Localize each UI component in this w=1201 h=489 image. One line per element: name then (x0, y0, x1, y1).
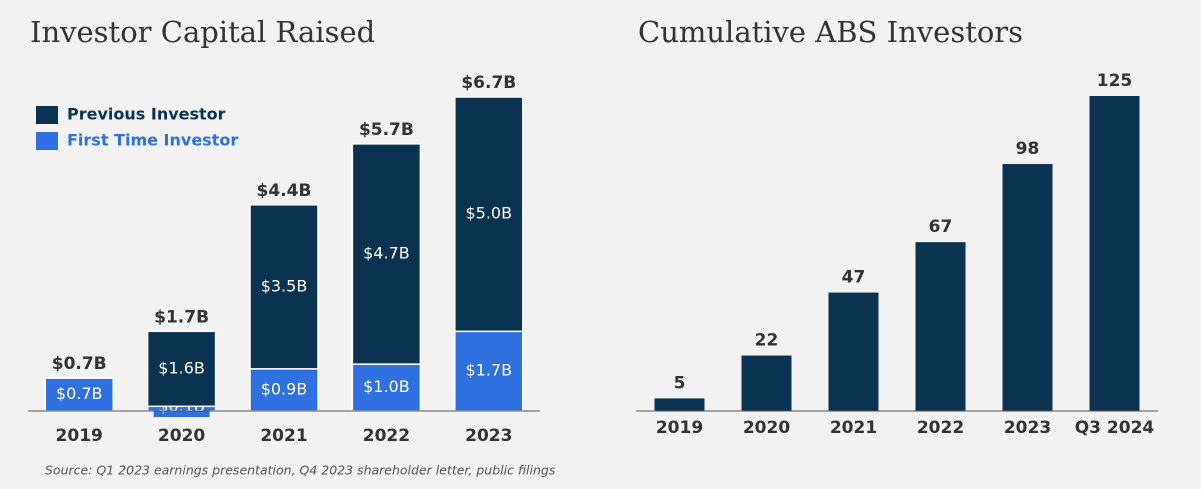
value-label: 67 (929, 217, 953, 237)
value-label: 5 (674, 373, 686, 393)
value-label: 125 (1097, 71, 1133, 91)
value-label: 22 (755, 331, 779, 351)
source-note: Source: Q1 2023 earnings presentation, Q… (45, 463, 556, 478)
value-label: 98 (1016, 139, 1040, 159)
total-label: $0.7B (52, 354, 107, 374)
total-label: $6.7B (461, 73, 516, 93)
legend-label: First Time Investor (67, 131, 238, 150)
value-label: 47 (842, 268, 866, 288)
segment-label: $1.0B (363, 377, 410, 396)
segment-label: $3.5B (261, 276, 308, 295)
bar (1089, 96, 1140, 411)
bar-segment (454, 330, 524, 412)
segment-label: $0.9B (261, 379, 308, 398)
segment-label: $1.7B (465, 361, 512, 380)
bar-segment (351, 143, 422, 365)
bar (1002, 164, 1053, 411)
x-tick-label: 2023 (465, 426, 512, 446)
x-tick-label: 2022 (363, 426, 410, 446)
legend-swatch (36, 132, 58, 150)
bar (654, 398, 705, 411)
x-tick-label: 2023 (1004, 418, 1051, 438)
segment-label: $0.7B (56, 384, 103, 403)
x-tick-label: Q3 2024 (1075, 418, 1155, 438)
chart-title: Cumulative ABS Investors (638, 15, 1023, 49)
x-tick-label: 2019 (656, 418, 703, 438)
chart-title: Investor Capital Raised (30, 15, 375, 49)
x-tick-label: 2020 (158, 426, 205, 446)
x-tick-label: 2020 (743, 418, 790, 438)
bar-segment (146, 330, 217, 408)
segment-label: $5.0B (465, 204, 512, 223)
total-label: $5.7B (359, 120, 414, 140)
x-tick-label: 2019 (56, 426, 103, 446)
bar (741, 355, 792, 411)
x-tick-label: 2022 (917, 418, 964, 438)
total-label: $1.7B (154, 307, 209, 327)
x-tick-label: 2021 (830, 418, 877, 438)
bar (915, 242, 966, 411)
bar-segment (454, 96, 524, 333)
segment-label: $1.6B (158, 358, 205, 377)
bar-segment (44, 377, 114, 412)
total-label: $4.4B (257, 181, 312, 201)
bar (828, 292, 879, 411)
segment-label: $4.7B (363, 244, 410, 263)
x-tick-label: 2021 (260, 426, 307, 446)
legend-label: Previous Investor (67, 105, 226, 124)
bar-segment (249, 204, 319, 370)
legend-swatch (36, 106, 58, 124)
